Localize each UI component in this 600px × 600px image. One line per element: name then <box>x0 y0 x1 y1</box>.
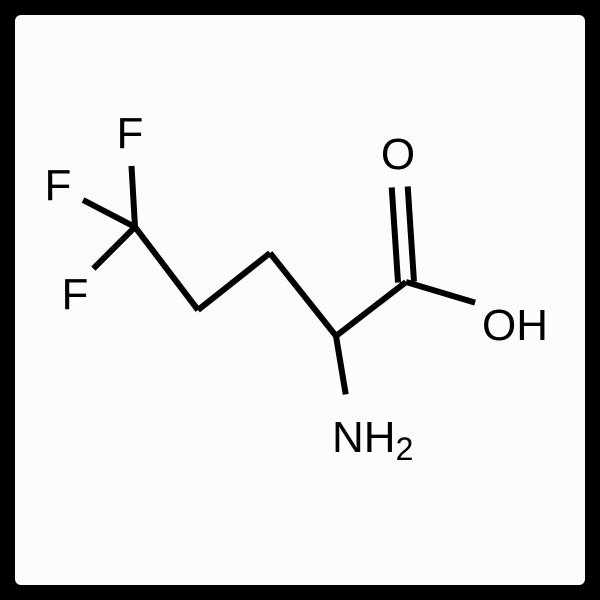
molecule-diagram: OOHNH2FFF <box>0 0 600 600</box>
atom-label: O <box>381 130 415 179</box>
atom-label: F <box>62 270 89 319</box>
bond <box>131 166 135 227</box>
atom-label: OH <box>482 301 548 350</box>
atom-label: F <box>117 109 144 158</box>
atom-label: F <box>45 161 72 210</box>
